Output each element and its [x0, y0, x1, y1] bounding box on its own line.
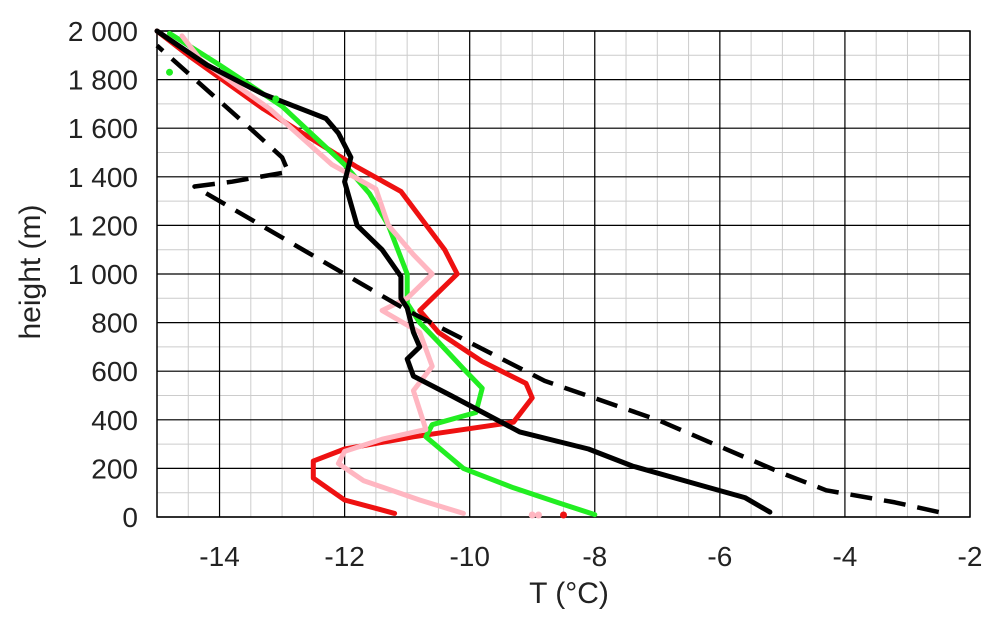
y-tick-labels: 0 200 400 600 800 1 000 1 200 1 400 1 600 1 800 2 … — [68, 16, 138, 533]
major-gridlines — [157, 30, 971, 518]
marker-layer — [166, 68, 567, 519]
series-layer — [154, 28, 940, 518]
y-tick-label: 1 400 — [68, 162, 138, 193]
x-tick-label: -6 — [707, 541, 732, 572]
y-axis-title: height (m) — [14, 204, 47, 339]
data-point-marker — [560, 511, 567, 519]
series-line-2 — [167, 30, 598, 518]
x-tick-label: -8 — [582, 541, 607, 572]
y-tick-label: 600 — [91, 356, 138, 387]
data-point-marker — [534, 511, 542, 519]
y-tick-label: 0 — [122, 502, 138, 533]
y-tick-label: 1 000 — [68, 259, 138, 290]
data-point-marker — [272, 95, 280, 103]
series-line-5 — [155, 43, 940, 515]
x-tick-label: -4 — [832, 541, 857, 572]
x-tick-labels: -14 -12 -10 -8 -6 -4 -2 — [199, 541, 982, 572]
y-tick-label: 1 800 — [68, 65, 138, 96]
series-line-1 — [154, 28, 535, 516]
x-tick-label: -10 — [449, 541, 489, 572]
y-tick-label: 2 000 — [68, 16, 138, 47]
y-tick-label: 1 200 — [68, 210, 138, 241]
y-tick-label: 200 — [91, 453, 138, 484]
y-tick-label: 800 — [91, 308, 138, 339]
x-tick-label: -2 — [958, 541, 983, 572]
series-line-4 — [154, 28, 773, 515]
y-tick-label: 400 — [91, 405, 138, 436]
y-tick-label: 1 600 — [68, 113, 138, 144]
x-tick-label: -12 — [324, 541, 364, 572]
data-point-marker — [166, 68, 174, 76]
data-point-marker — [528, 511, 536, 519]
x-axis-title: T (°C) — [529, 577, 609, 610]
x-tick-label: -14 — [199, 541, 239, 572]
